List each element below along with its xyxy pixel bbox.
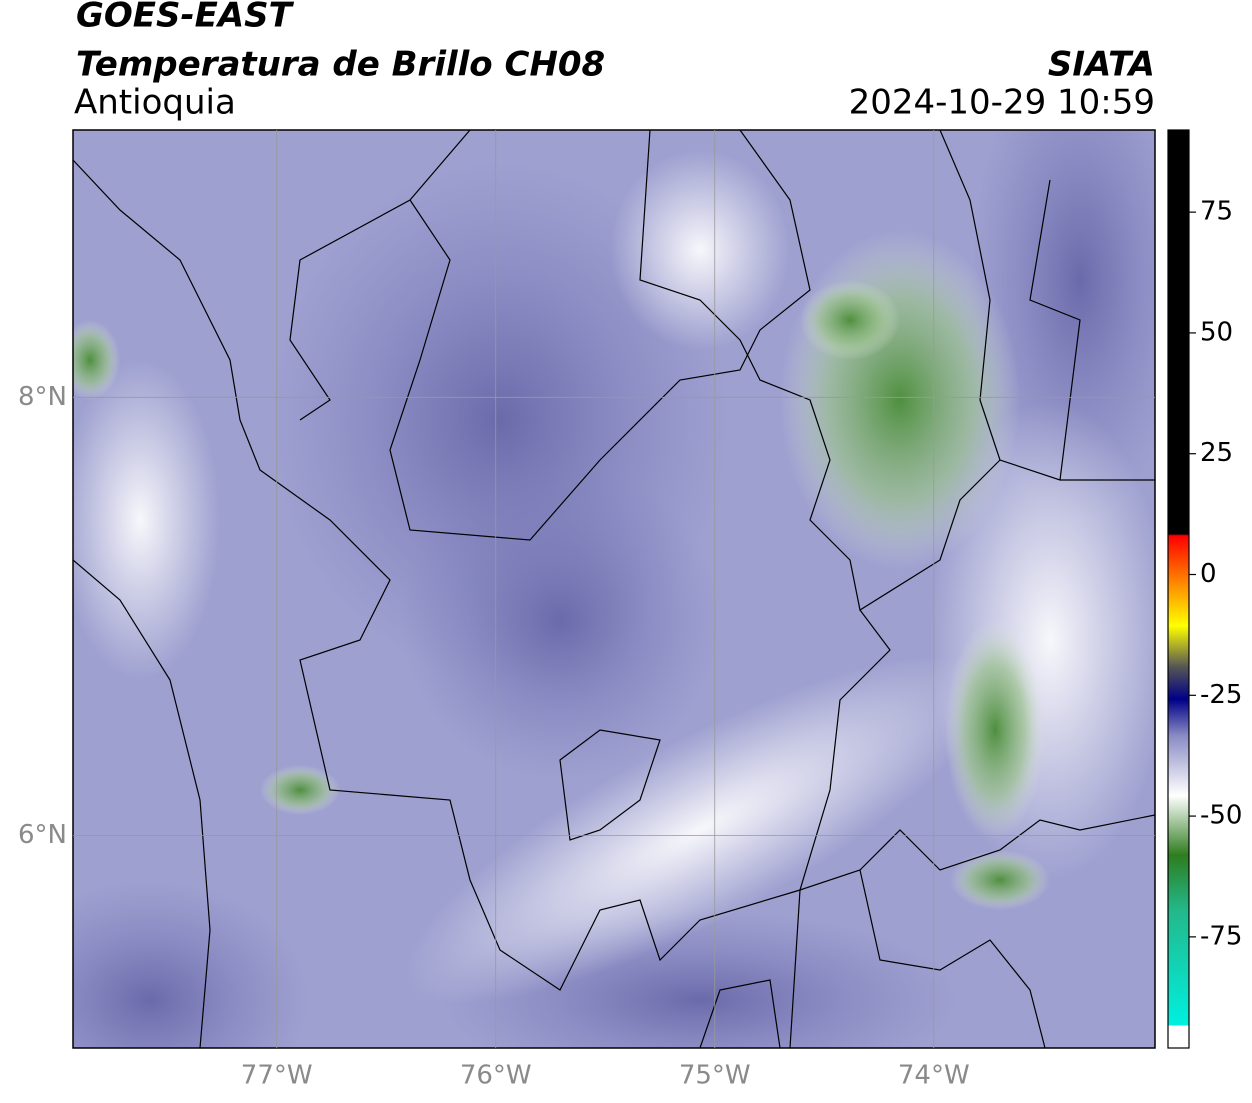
colorbar-tick-label: 50 xyxy=(1200,317,1233,347)
subtitle: Temperatura de Brillo CH08 xyxy=(76,45,605,85)
colorbar-tick-label: 75 xyxy=(1200,197,1233,227)
y-tick-label: 8°N xyxy=(18,382,67,412)
x-tick-label: 75°W xyxy=(679,1061,751,1091)
datetime: 2024-10-29 10:59 xyxy=(849,83,1155,123)
y-tick-label: 6°N xyxy=(18,820,67,850)
x-tick-label: 74°W xyxy=(898,1061,970,1091)
x-tick-label: 77°W xyxy=(241,1061,313,1091)
colorbar xyxy=(1167,129,1190,1049)
region: Antioquia xyxy=(74,83,236,123)
x-tick-label: 76°W xyxy=(460,1061,532,1091)
colorbar-tick-label: -25 xyxy=(1200,680,1242,710)
colorbar-tick-label: 0 xyxy=(1200,559,1217,589)
colorbar-tick-label: 25 xyxy=(1200,438,1233,468)
title: GOES-EAST xyxy=(76,0,295,36)
source: SIATA xyxy=(1048,45,1155,85)
colorbar-tick-label: -50 xyxy=(1200,801,1242,831)
map-frame xyxy=(72,129,1156,1049)
colorbar-tick-label: -75 xyxy=(1200,921,1242,951)
map-image xyxy=(73,130,1155,1048)
